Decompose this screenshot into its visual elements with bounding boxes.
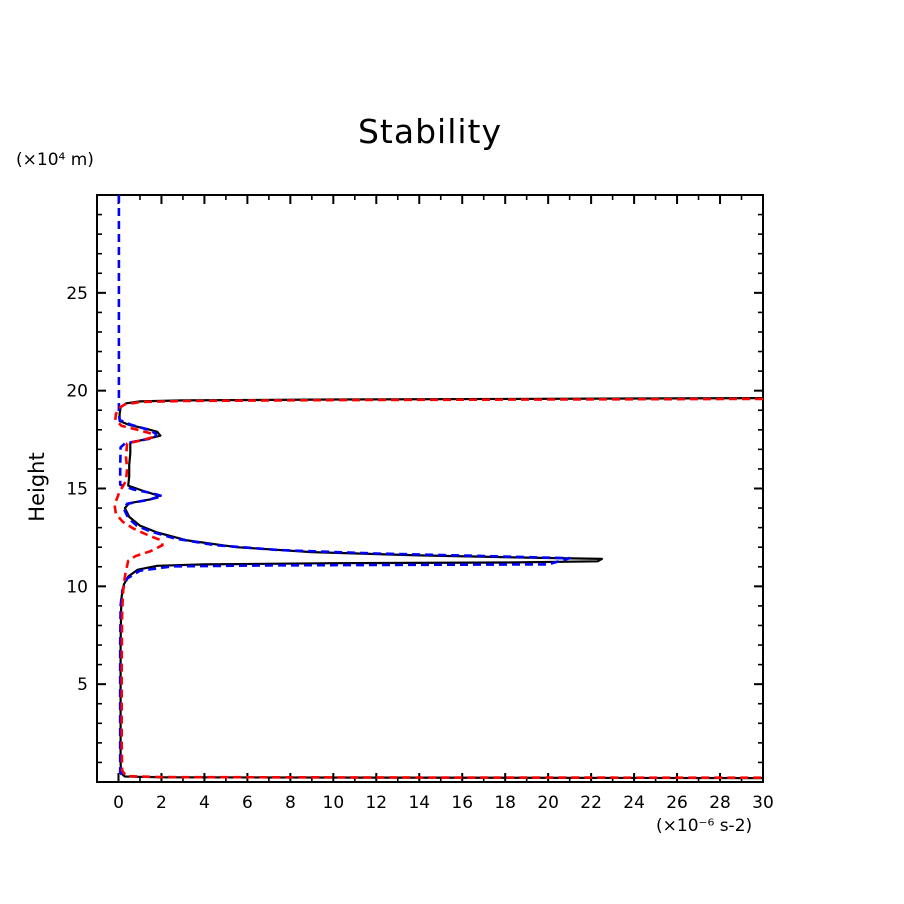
x-tick-label: 18 xyxy=(494,793,516,813)
plot-frame xyxy=(96,194,764,783)
x-tick-label: 26 xyxy=(666,793,688,813)
black-solid-series xyxy=(118,397,764,780)
x-tick-label: 20 xyxy=(537,793,559,813)
x-tick-label: 28 xyxy=(709,793,731,813)
x-tick-label: 24 xyxy=(623,793,645,813)
x-tick-label: 12 xyxy=(365,793,387,813)
y-axis-unit-label: (×10⁴ m) xyxy=(16,150,94,170)
y-tick-label: 25 xyxy=(66,284,88,304)
red-dashed-series xyxy=(113,397,764,779)
x-tick-label: 0 xyxy=(113,793,124,813)
y-tick-label: 10 xyxy=(66,577,88,597)
x-tick-label: 22 xyxy=(580,793,602,813)
y-tick-label: 5 xyxy=(77,675,88,695)
x-tick-label: 6 xyxy=(242,793,253,813)
x-tick-label: 8 xyxy=(285,793,296,813)
x-axis-unit-label: (×10⁻⁶ s-2) xyxy=(656,816,753,836)
x-tick-label: 14 xyxy=(408,793,430,813)
blue-dashed-series xyxy=(117,195,571,777)
y-tick-label: 20 xyxy=(66,382,88,402)
x-tick-label: 4 xyxy=(199,793,210,813)
x-tick-label: 16 xyxy=(451,793,473,813)
x-tick-label: 10 xyxy=(323,793,345,813)
chart-title: Stability xyxy=(357,112,503,151)
y-axis-label: Height xyxy=(25,452,49,522)
y-tick-label: 15 xyxy=(66,480,88,500)
x-tick-label: 30 xyxy=(752,793,774,813)
x-tick-label: 2 xyxy=(156,793,167,813)
